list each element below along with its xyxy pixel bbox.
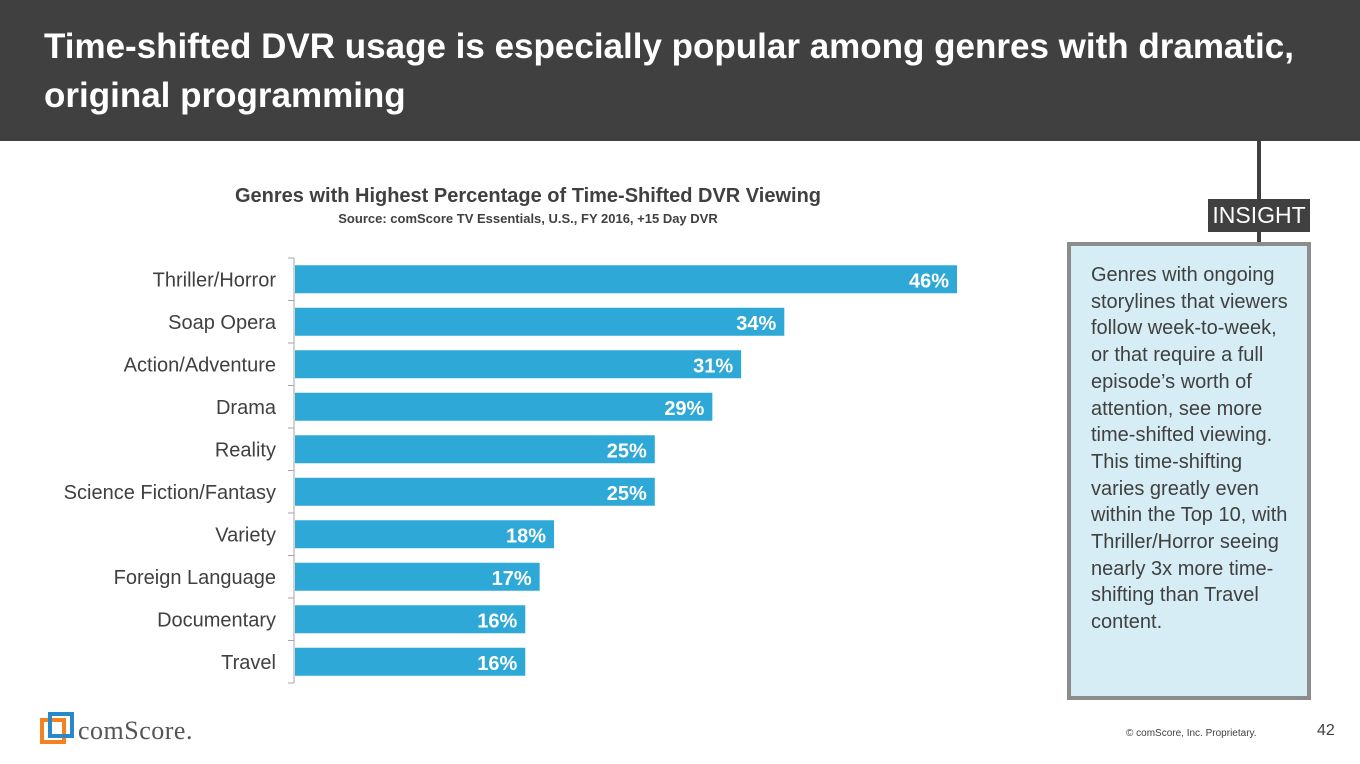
value-label: 16% [477,653,517,675]
value-label: 29% [664,398,704,420]
value-label: 31% [693,355,733,377]
value-label: 34% [736,313,776,335]
chart-title: Genres with Highest Percentage of Time-S… [234,185,822,207]
comscore-logo-icon [40,712,74,744]
category-label: Drama [216,397,277,419]
category-label: Foreign Language [114,567,276,589]
insight-text: Genres with ongoing storylines that view… [1091,264,1288,634]
value-label: 25% [607,483,647,505]
bar-foreign-language [295,562,540,591]
page-title: Time-shifted DVR usage is especially pop… [44,27,1294,115]
bar-reality [295,435,655,464]
insight-tag: INSIGHT [1208,199,1310,232]
bar-action-adventure [295,350,742,379]
title-bar: Time-shifted DVR usage is especially pop… [0,0,1360,141]
value-label: 17% [492,568,532,590]
category-label: Reality [215,439,276,461]
bar-science-fiction-fantasy [295,477,655,506]
value-label: 18% [506,525,546,547]
value-label: 25% [607,440,647,462]
bar-travel [295,647,526,676]
category-label: Documentary [157,609,276,631]
category-label: Thriller/Horror [153,269,277,291]
comscore-logo: comScore. [40,712,192,746]
chart-source: Source: comScore TV Essentials, U.S., FY… [338,211,718,226]
category-label: Science Fiction/Fantasy [64,482,276,504]
insight-box: Genres with ongoing storylines that view… [1067,242,1311,700]
logo-wordmark: comScore. [78,716,193,745]
category-label: Variety [215,524,276,546]
insight-connector-line [1257,141,1261,204]
bar-chart: Thriller/Horror 46% Soap Opera 34% Action/Ad… [64,257,957,684]
value-label: 46% [909,270,949,292]
bar-thriller-horror [295,265,957,294]
category-label: Action/Adventure [124,354,276,376]
category-label: Travel [221,652,276,674]
bar-documentary [295,605,526,634]
page-number: 42 [1317,722,1335,739]
bar-variety [295,520,555,549]
copyright-text: © comScore, Inc. Proprietary. [1126,728,1257,739]
bar-soap-opera [295,307,785,336]
bar-drama [295,392,713,421]
category-label: Soap Opera [168,312,277,334]
value-label: 16% [477,610,517,632]
insight-connector-line-lower [1257,232,1261,242]
